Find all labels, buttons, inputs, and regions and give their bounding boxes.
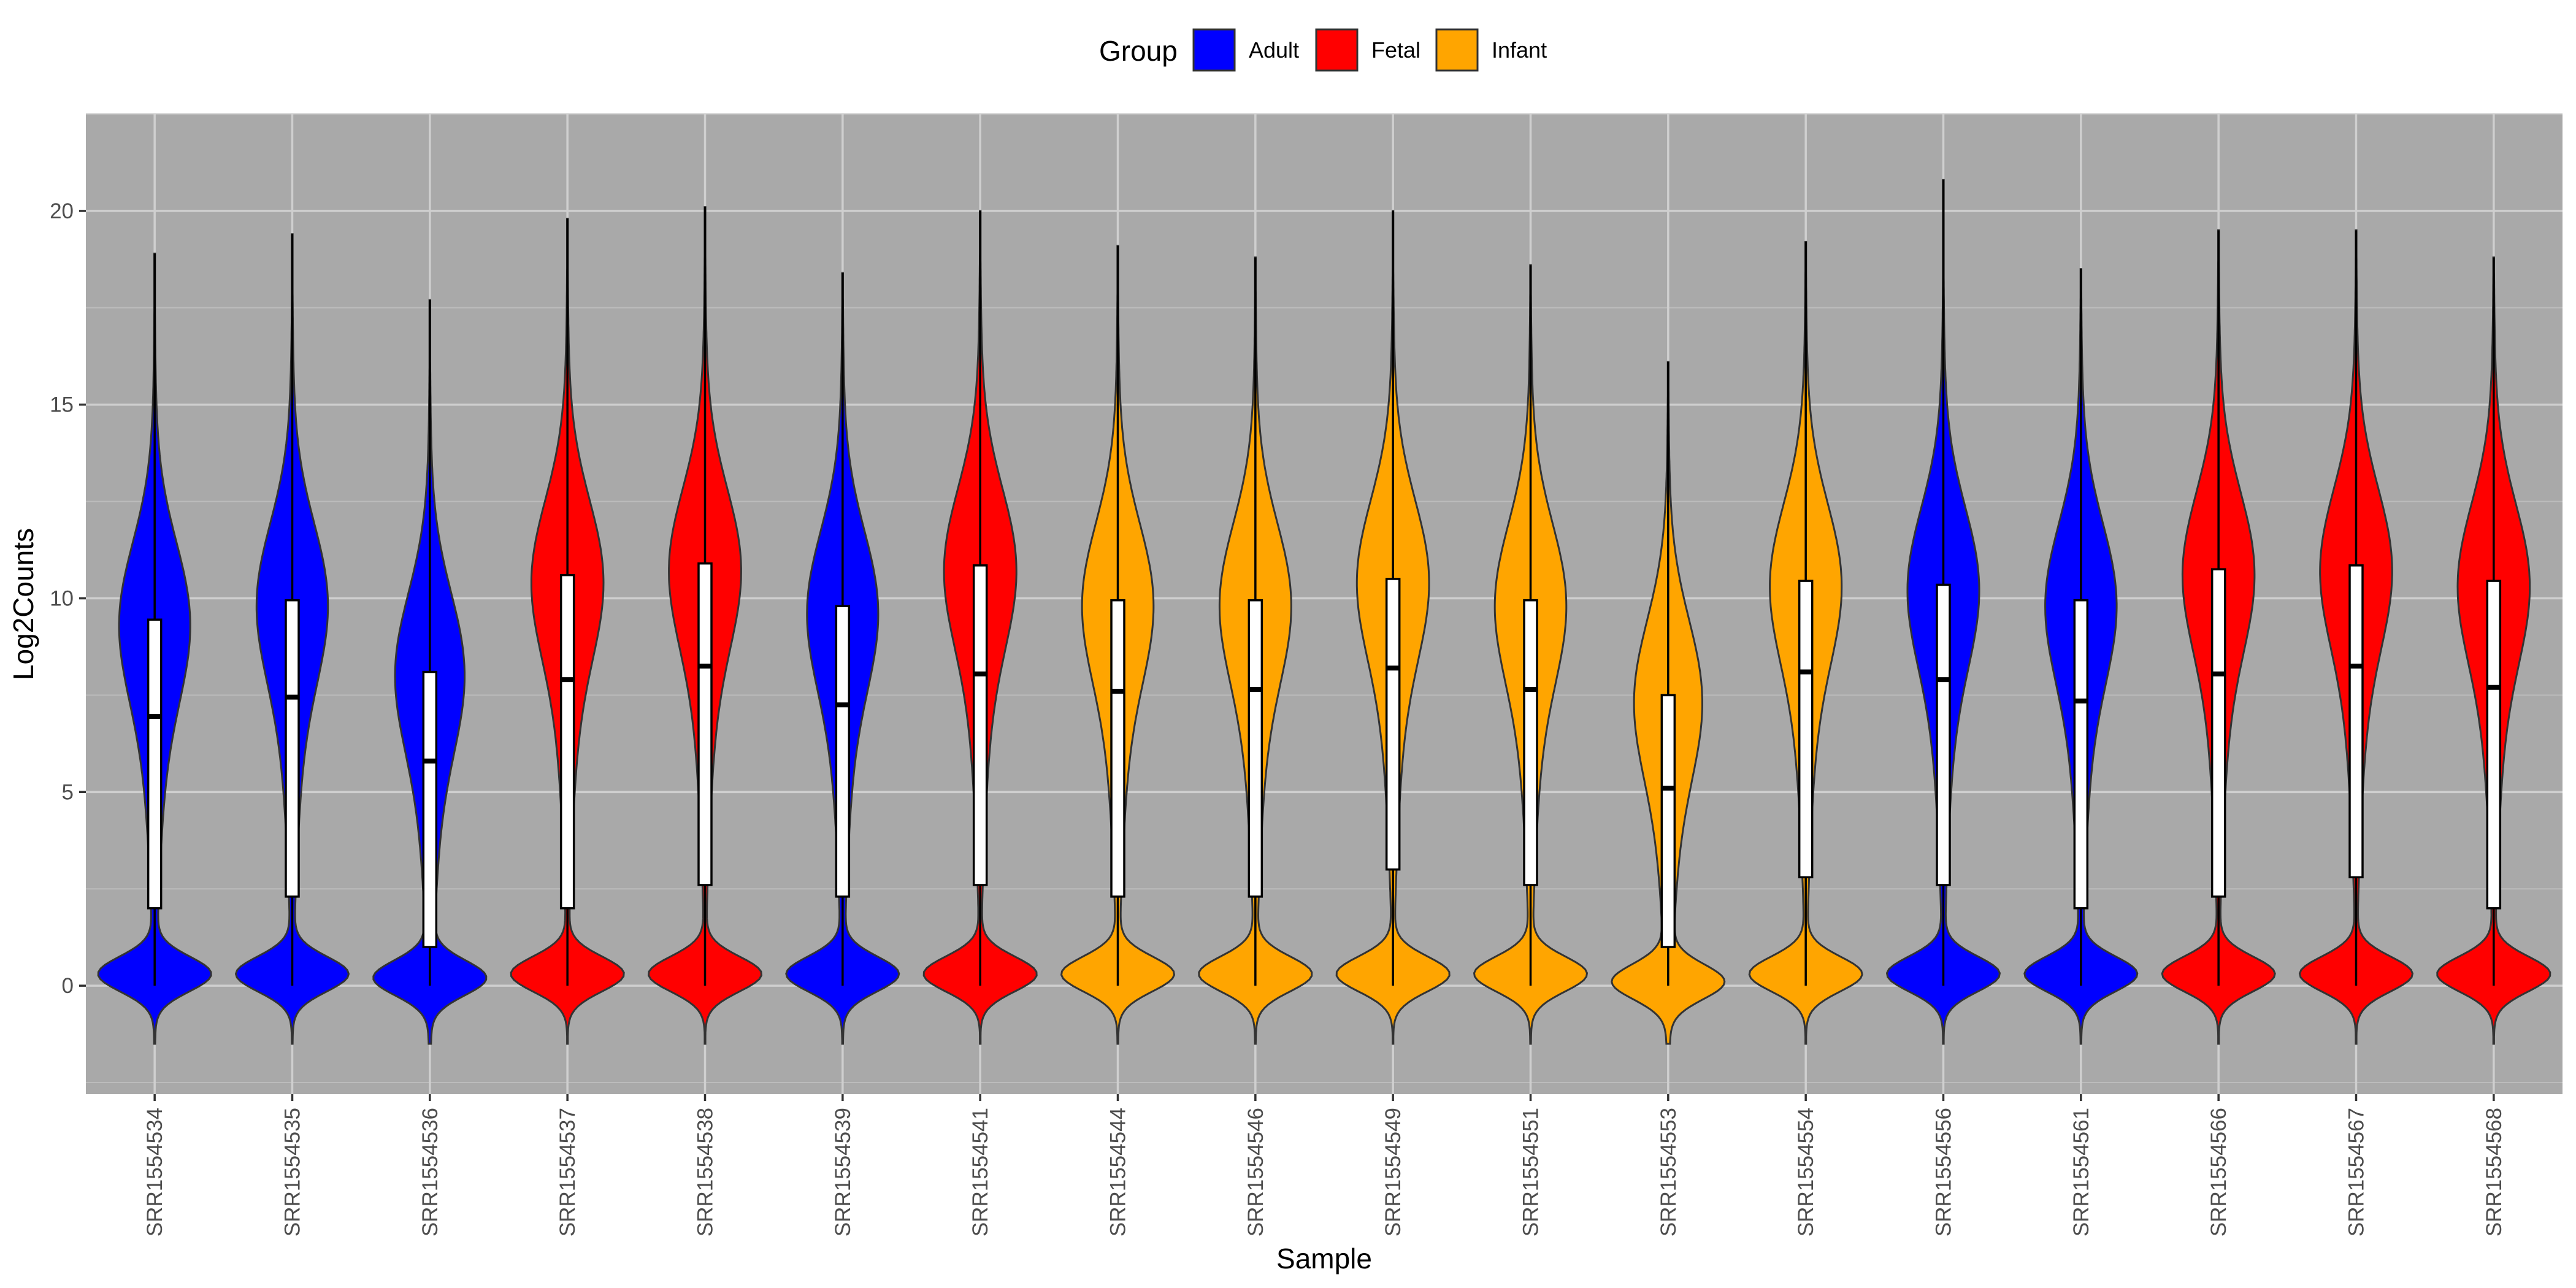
box-iqr: [1798, 580, 1814, 879]
violin-SRR1554567: [2298, 229, 2414, 1045]
x-tick-label: SRR1554556: [1932, 1108, 1956, 1236]
x-tick-label: SRR1554568: [2482, 1108, 2506, 1236]
x-axis: SRR1554534 SRR1554535 SRR1554536 SRR1554537…: [143, 1094, 2506, 1236]
x-tick-label: SRR1554535: [281, 1108, 305, 1236]
box-iqr: [972, 564, 988, 886]
box-iqr: [422, 670, 438, 948]
y-axis-title: Log2Counts: [7, 528, 39, 680]
x-tick-label: SRR1554537: [556, 1108, 580, 1236]
box-iqr: [2210, 568, 2226, 898]
box-iqr: [1385, 578, 1401, 871]
x-tick-label: SRR1554554: [1794, 1108, 1818, 1236]
box-iqr: [1660, 694, 1676, 948]
x-tick-label: SRR1554553: [1657, 1108, 1681, 1236]
box-iqr: [2073, 599, 2089, 910]
violin-SRR1554561: [2023, 268, 2139, 1045]
y-tick-label: 5: [62, 780, 74, 804]
violins: [97, 178, 2551, 1045]
x-tick-label: SRR1554544: [1106, 1108, 1130, 1236]
legend-key-infant: [1435, 28, 1479, 72]
violin-SRR1554549: [1335, 210, 1451, 1045]
x-tick-label: SRR1554538: [694, 1108, 718, 1236]
y-tick-label: 15: [50, 393, 74, 417]
plot-panel: [86, 114, 2563, 1094]
violin-SRR1554538: [647, 206, 763, 1045]
box-iqr: [559, 573, 575, 910]
box-iqr: [835, 605, 851, 898]
y-axis: 0 5 10 15 20: [50, 199, 86, 998]
x-tick-label: SRR1554536: [418, 1108, 442, 1236]
legend-title: Group: [1099, 35, 1178, 67]
violin-SRR1554539: [785, 272, 900, 1045]
box-iqr: [2348, 564, 2364, 879]
x-tick-label: SRR1554566: [2207, 1108, 2231, 1236]
box-iqr: [285, 599, 300, 898]
violin-SRR1554536: [372, 299, 488, 1045]
violin-SRR1554546: [1198, 256, 1313, 1045]
box-iqr: [1110, 599, 1125, 898]
legend-label-infant: Infant: [1492, 37, 1547, 63]
legend-label-adult: Adult: [1249, 37, 1299, 63]
x-tick-label: SRR1554534: [143, 1108, 167, 1236]
box-iqr: [1523, 599, 1538, 886]
violin-SRR1554551: [1473, 264, 1589, 1045]
box-iqr: [147, 618, 163, 910]
violin-SRR1554537: [510, 218, 625, 1045]
x-tick-label: SRR1554567: [2345, 1108, 2369, 1236]
x-axis-title: Sample: [1276, 1243, 1372, 1275]
x-tick-label: SRR1554539: [831, 1108, 855, 1236]
box-iqr: [1936, 583, 1951, 886]
violin-SRR1554534: [97, 252, 212, 1045]
box-iqr: [1248, 599, 1263, 898]
legend-label-fetal: Fetal: [1371, 37, 1420, 63]
violin-SRR1554544: [1060, 245, 1176, 1045]
x-tick-label: SRR1554551: [1519, 1108, 1543, 1236]
legend-key-adult: [1192, 28, 1236, 72]
box-iqr: [2486, 580, 2502, 910]
violin-SRR1554556: [1885, 178, 2001, 1045]
x-tick-label: SRR1554561: [2069, 1108, 2093, 1236]
violin-SRR1554554: [1748, 240, 1863, 1045]
x-tick-label: SRR1554541: [968, 1108, 992, 1236]
violin-SRR1554535: [234, 233, 350, 1045]
x-tick-label: SRR1554549: [1381, 1108, 1405, 1236]
violin-SRR1554553: [1611, 361, 1726, 1045]
y-tick-label: 10: [50, 587, 74, 611]
y-tick-label: 0: [62, 974, 74, 998]
violin-SRR1554568: [2436, 256, 2551, 1045]
box-iqr: [697, 562, 713, 886]
x-tick-label: SRR1554546: [1244, 1108, 1268, 1236]
violin-SRR1554541: [922, 210, 1038, 1045]
violin-SRR1554566: [2161, 229, 2276, 1045]
legend-key-fetal: [1315, 28, 1359, 72]
legend: Group Adult Fetal Infant: [1099, 28, 1547, 72]
y-tick-label: 20: [50, 199, 74, 223]
